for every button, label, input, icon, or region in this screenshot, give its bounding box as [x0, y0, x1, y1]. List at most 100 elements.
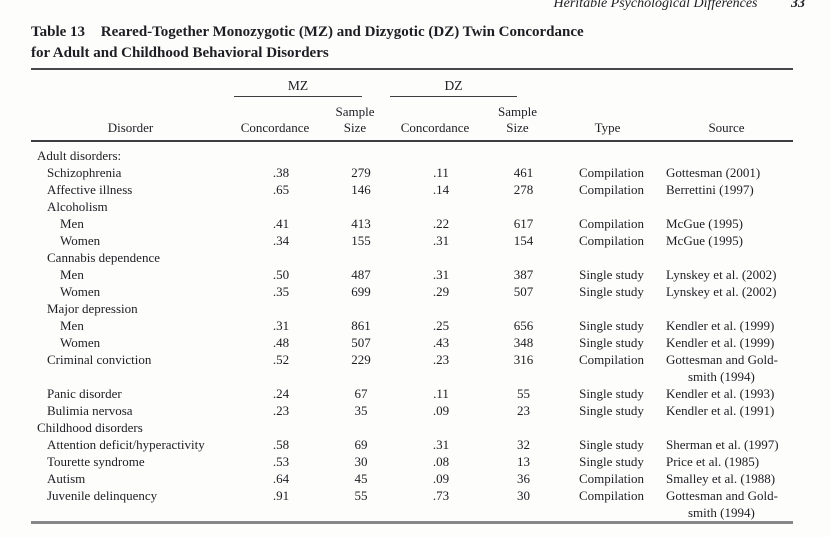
mz-concordance-cell	[230, 141, 320, 164]
sample-size-line1: Sample	[498, 104, 537, 119]
mz-concordance-cell: .91	[272, 488, 290, 503]
table-caption: Table 13 Reared-Together Monozygotic (MZ…	[31, 22, 771, 64]
disorder-cell: Men	[60, 318, 84, 333]
mz-group-label: MZ	[287, 78, 309, 93]
disorder-cell: Attention deficit/hyperactivity	[47, 437, 205, 452]
table-row: Cannabis dependence	[31, 249, 793, 266]
type-cell: Single study	[579, 284, 644, 299]
column-group-row: MZ DZ	[31, 69, 793, 97]
type-cell: Single study	[579, 318, 644, 333]
sample-size-line2: Size	[343, 120, 367, 135]
dz-sample-size-cell	[480, 249, 555, 266]
source-cell: Sherman et al. (1997)	[660, 436, 793, 453]
table-caption-line1: Table 13 Reared-Together Monozygotic (MZ…	[31, 22, 771, 43]
mz-spanner-rule: MZ	[234, 78, 362, 97]
type-cell: Single study	[579, 386, 644, 401]
mz-sample-size-cell	[320, 198, 390, 215]
dz-sample-size-cell: 656	[513, 318, 534, 333]
table-caption-label: Table 13	[31, 24, 86, 40]
table-row: Attention deficit/hyperactivity .58 69 .31 3…	[31, 436, 793, 453]
mz-sample-size-cell	[320, 419, 390, 436]
source-cell: Gottesman and Gold-smith (1994)	[660, 351, 793, 385]
dz-concordance-cell: .31	[432, 267, 450, 282]
mz-concordance-cell	[230, 419, 320, 436]
mz-concordance-cell: .53	[272, 454, 290, 469]
group-header-spacer	[31, 69, 230, 97]
source-cell	[660, 141, 793, 164]
source-line1: Smalley et al. (1988)	[666, 471, 776, 486]
disorder-cell: Juvenile delinquency	[47, 488, 158, 503]
dz-sample-size-cell: 316	[513, 352, 534, 367]
dz-concordance-cell	[390, 198, 480, 215]
disorder-cell: Panic disorder	[47, 386, 122, 401]
dz-sample-size-cell: 461	[513, 165, 534, 180]
dz-concordance-cell: .43	[432, 335, 450, 350]
table-row: Childhood disorders	[31, 419, 793, 436]
source-cell: Price et al. (1985)	[660, 453, 793, 470]
mz-concordance-cell: .31	[272, 318, 290, 333]
type-cell: Compilation	[579, 471, 644, 486]
mz-sample-size-column-header: Sample Size	[320, 97, 390, 142]
disorder-cell: Childhood disorders	[37, 420, 143, 435]
disorder-cell: Men	[60, 267, 84, 282]
disorder-cell: Major depression	[47, 301, 138, 316]
dz-concordance-cell	[390, 419, 480, 436]
mz-group-header: MZ	[230, 69, 390, 97]
source-cell	[660, 300, 793, 317]
mz-concordance-cell	[230, 249, 320, 266]
source-line1: Lynskey et al. (2002)	[666, 267, 777, 282]
table-row: Adult disorders:	[31, 141, 793, 164]
dz-sample-size-cell: 55	[517, 386, 530, 401]
source-cell: Kendler et al. (1999)	[660, 317, 793, 334]
dz-concordance-cell: .09	[432, 471, 450, 486]
type-cell: Compilation	[579, 182, 644, 197]
mz-sample-size-cell: 699	[351, 284, 371, 299]
table-row: Women .34 155 .31 154 Compilation McGue (1995)	[31, 232, 793, 249]
table-caption-title-line1: Reared-Together Monozygotic (MZ) and Diz…	[100, 24, 584, 40]
mz-sample-size-cell: 487	[351, 267, 371, 282]
group-header-spacer	[555, 69, 660, 97]
type-cell	[555, 300, 660, 317]
dz-sample-size-cell	[480, 198, 555, 215]
disorder-cell: Criminal conviction	[47, 352, 152, 367]
disorder-cell: Women	[60, 335, 101, 350]
type-cell	[555, 249, 660, 266]
disorder-cell: Schizophrenia	[47, 165, 122, 180]
mz-sample-size-cell: 507	[351, 335, 371, 350]
source-line1: Sherman et al. (1997)	[666, 437, 779, 452]
source-cell	[660, 198, 793, 215]
dz-concordance-cell: .11	[433, 386, 449, 401]
dz-concordance-cell: .14	[432, 182, 450, 197]
mz-concordance-cell: .52	[272, 352, 290, 367]
dz-concordance-cell: .08	[432, 454, 450, 469]
dz-sample-size-cell: 36	[517, 471, 530, 486]
dz-concordance-cell: .31	[432, 233, 450, 248]
type-cell	[555, 198, 660, 215]
source-line2: smith (1994)	[688, 369, 755, 384]
mz-concordance-cell: .64	[272, 471, 290, 486]
sample-size-line1: Sample	[335, 104, 375, 119]
mz-sample-size-cell: 155	[351, 233, 371, 248]
mz-concordance-cell: .65	[272, 182, 290, 197]
source-cell: Smalley et al. (1988)	[660, 470, 793, 487]
dz-sample-size-cell: 13	[517, 454, 530, 469]
mz-sample-size-cell: 45	[354, 471, 368, 486]
disorder-cell: Adult disorders:	[37, 148, 122, 163]
mz-sample-size-cell: 229	[351, 352, 371, 367]
type-cell	[555, 419, 660, 436]
dz-group-header: DZ	[390, 69, 555, 97]
dz-sample-size-cell: 617	[513, 216, 534, 231]
dz-sample-size-cell: 507	[513, 284, 534, 299]
dz-concordance-cell: .22	[432, 216, 450, 231]
table-row: Criminal conviction .52 229 .23 316 Compilati…	[31, 351, 793, 385]
mz-sample-size-cell	[320, 300, 390, 317]
source-cell: Lynskey et al. (2002)	[660, 266, 793, 283]
dz-sample-size-cell: 32	[517, 437, 530, 452]
type-cell: Compilation	[579, 352, 644, 367]
mz-sample-size-cell: 35	[354, 403, 368, 418]
dz-sample-size-column-header: Sample Size	[480, 97, 555, 142]
dz-concordance-cell: .09	[432, 403, 450, 418]
mz-concordance-cell: .38	[272, 165, 290, 180]
dz-sample-size-cell: 348	[513, 335, 534, 350]
